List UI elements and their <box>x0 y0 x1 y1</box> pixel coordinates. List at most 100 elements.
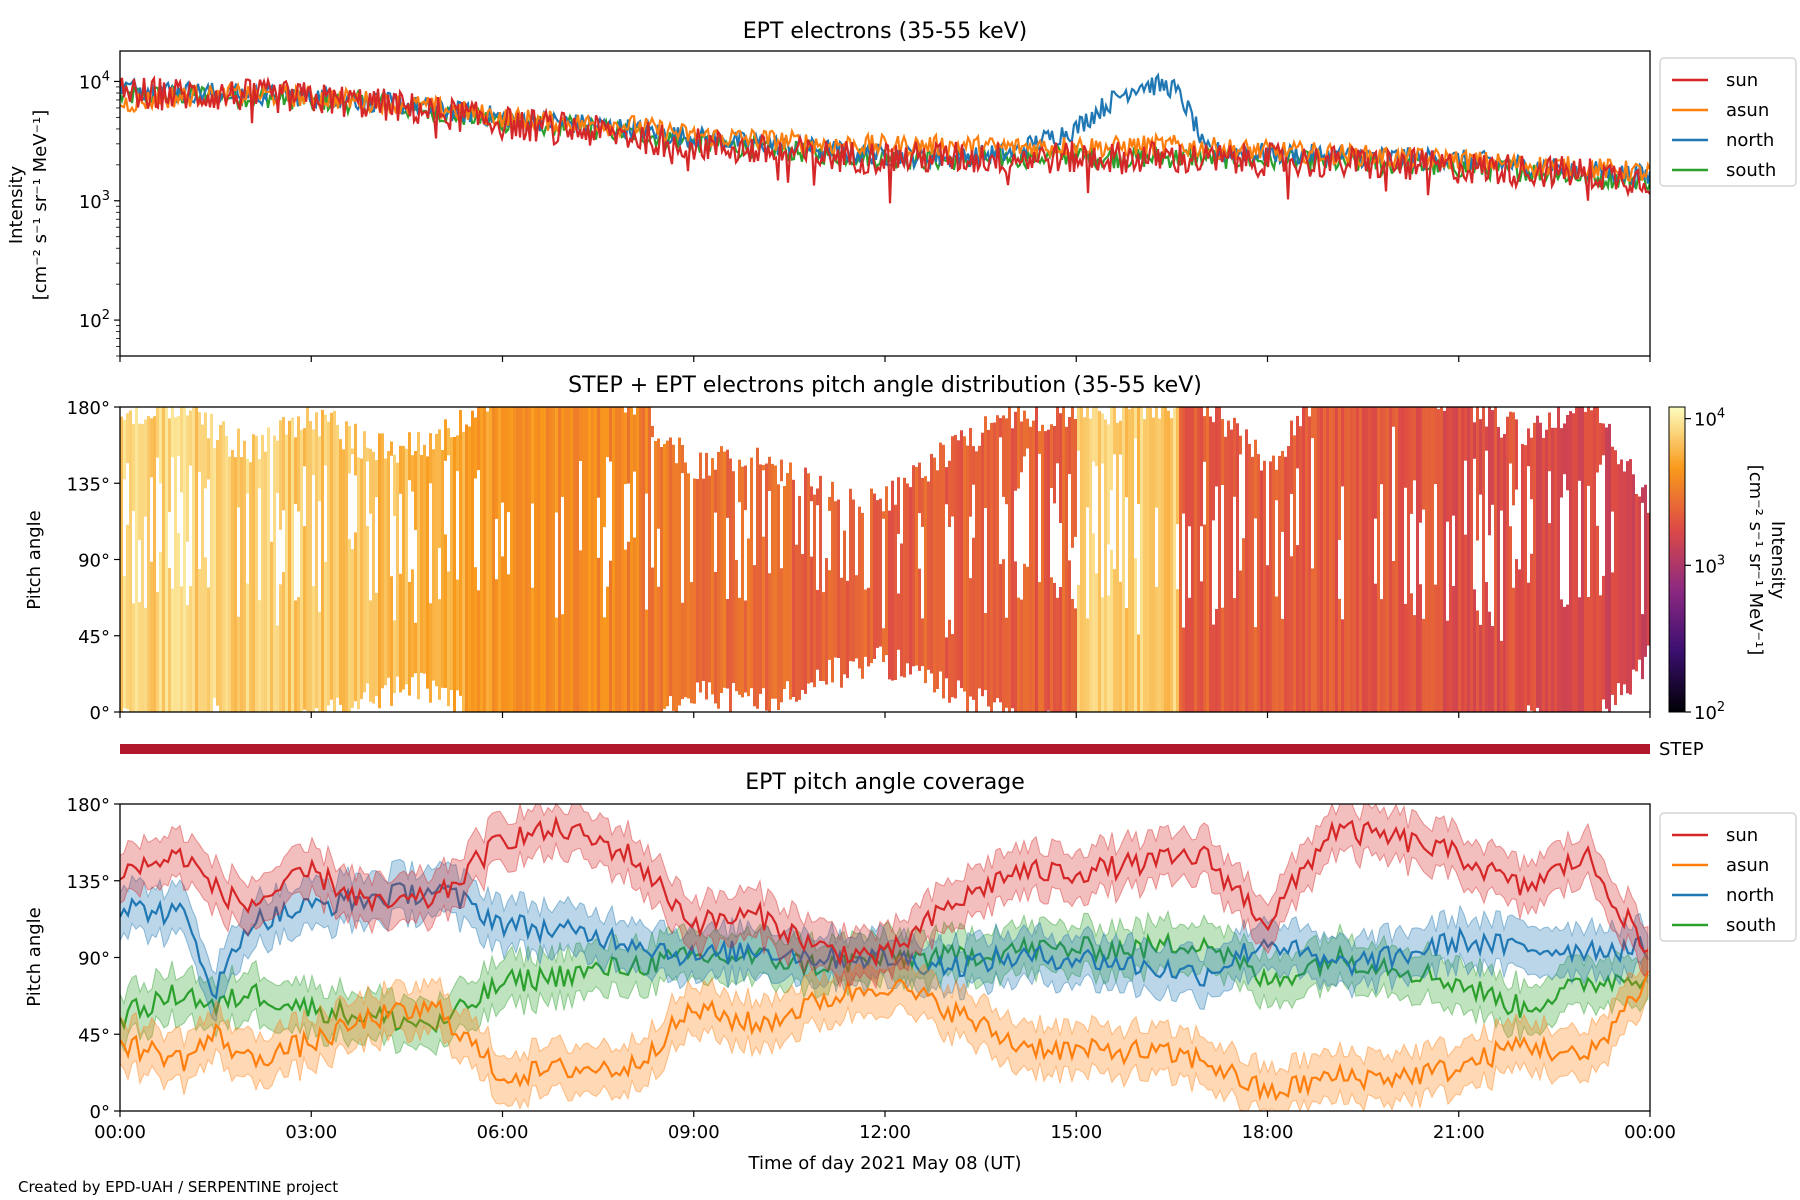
heatmap-cell <box>534 407 537 712</box>
heatmap-cell <box>945 467 948 505</box>
heatmap-cell <box>1560 599 1563 712</box>
heatmap-cell <box>522 407 525 712</box>
heatmap-cell <box>1137 634 1140 712</box>
heatmap-cell <box>618 407 621 712</box>
heatmap-cell <box>1188 597 1191 712</box>
heatmap-cell <box>1092 407 1095 462</box>
heatmap-cell <box>393 620 396 694</box>
heatmap-cell <box>1026 418 1029 449</box>
heatmap-cell <box>1410 407 1413 514</box>
heatmap-cell <box>1113 407 1116 455</box>
heatmap-cell <box>543 407 546 712</box>
heatmap-cell <box>936 470 939 689</box>
x-tick-label: 06:00 <box>477 1122 529 1143</box>
heatmap-cell <box>531 587 534 712</box>
heatmap-cell <box>846 580 849 679</box>
panel1-ylabel-line1: Intensity <box>6 165 27 244</box>
legend-label-south: south <box>1726 160 1776 181</box>
panel1-ylabel-line2: [cm⁻² s⁻¹ sr⁻¹ MeV⁻¹] <box>30 110 51 301</box>
heatmap-cell <box>888 510 891 680</box>
heatmap-cell <box>696 479 699 683</box>
heatmap-cell <box>711 458 714 695</box>
heatmap-cell <box>444 534 447 689</box>
heatmap-cell <box>717 451 720 709</box>
heatmap-cell <box>1167 410 1170 712</box>
heatmap-cell <box>126 524 129 710</box>
series-north-band <box>120 858 1649 1023</box>
heatmap-cell <box>261 435 264 712</box>
heatmap-cell <box>132 603 135 712</box>
heatmap-cell <box>795 544 798 702</box>
heatmap-cell <box>441 450 444 688</box>
panel3-ylabel: Pitch angle <box>24 907 45 1006</box>
heatmap-cell <box>690 582 693 704</box>
heatmap-cell <box>1377 407 1380 712</box>
heatmap-cell <box>1419 407 1422 523</box>
heatmap-cell <box>297 597 300 712</box>
heatmap-cell <box>762 536 765 689</box>
heatmap-cell <box>564 407 567 712</box>
heatmap-cell <box>945 637 948 679</box>
heatmap-cell <box>816 488 819 506</box>
heatmap-cell <box>1413 615 1416 712</box>
heatmap-cell <box>237 428 240 508</box>
heatmap-cell <box>465 424 468 712</box>
heatmap-cell <box>765 463 768 711</box>
heatmap-cell <box>1260 470 1263 712</box>
heatmap-cell <box>636 407 639 712</box>
heatmap-cell <box>1428 407 1431 712</box>
heatmap-cell <box>1578 407 1581 481</box>
heatmap-cell <box>687 473 690 699</box>
heatmap-cell <box>294 600 297 712</box>
panel3-y-axis: 0° 45° 90° 135° 180° <box>67 795 120 1123</box>
x-tick-label: 18:00 <box>1242 1122 1294 1143</box>
heatmap-cell <box>405 448 408 685</box>
heatmap-cell <box>666 440 669 707</box>
heatmap-cell <box>1551 427 1554 712</box>
heatmap-cell <box>1122 407 1125 712</box>
heatmap-cell <box>1053 426 1056 504</box>
heatmap-cell <box>1533 422 1536 712</box>
heatmap-cell <box>432 449 435 681</box>
panel1-title: EPT electrons (35-55 keV) <box>743 19 1028 44</box>
heatmap-cell <box>456 435 459 472</box>
heatmap-cell <box>825 558 828 685</box>
heatmap-cell <box>999 418 1002 438</box>
heatmap-cell <box>660 447 663 712</box>
heatmap-cell <box>1449 407 1452 712</box>
heatmap-cell <box>1506 416 1509 712</box>
heatmap-cell <box>972 446 975 485</box>
heatmap-cell <box>489 407 492 712</box>
heatmap-cell <box>1374 407 1377 519</box>
heatmap-cell <box>1440 407 1443 712</box>
y-tick-label: 180° <box>67 795 110 816</box>
heatmap-cell <box>1107 424 1110 545</box>
heatmap-cell <box>1263 460 1266 712</box>
heatmap-cell <box>600 407 603 712</box>
heatmap-cell <box>225 435 228 712</box>
heatmap-cell <box>933 457 936 693</box>
heatmap-cell <box>318 436 321 502</box>
heatmap-cell <box>1404 407 1407 488</box>
heatmap-cell <box>1275 469 1278 501</box>
heatmap-cell <box>1239 435 1242 455</box>
heatmap-cell <box>1371 407 1374 712</box>
heatmap-cell <box>1383 407 1386 712</box>
heatmap-cell <box>561 407 564 497</box>
heatmap-cell <box>1338 407 1341 540</box>
heatmap-cell <box>699 452 702 693</box>
heatmap-cell <box>669 437 672 697</box>
colorbar-tick-label: 104 <box>1694 407 1725 431</box>
heatmap-cell <box>1038 582 1041 712</box>
heatmap-cell <box>1587 407 1590 486</box>
panel1-plot-area <box>120 72 1650 204</box>
heatmap-cell <box>969 428 972 517</box>
heatmap-cell <box>357 457 360 710</box>
heatmap-cell <box>312 429 315 475</box>
heatmap-cell <box>882 511 885 519</box>
y-tick-label: 102 <box>79 308 110 332</box>
heatmap-cell <box>1452 407 1455 516</box>
heatmap-cell <box>1311 568 1314 712</box>
heatmap-cell <box>186 415 189 542</box>
panel2-heatmap <box>120 407 1650 712</box>
